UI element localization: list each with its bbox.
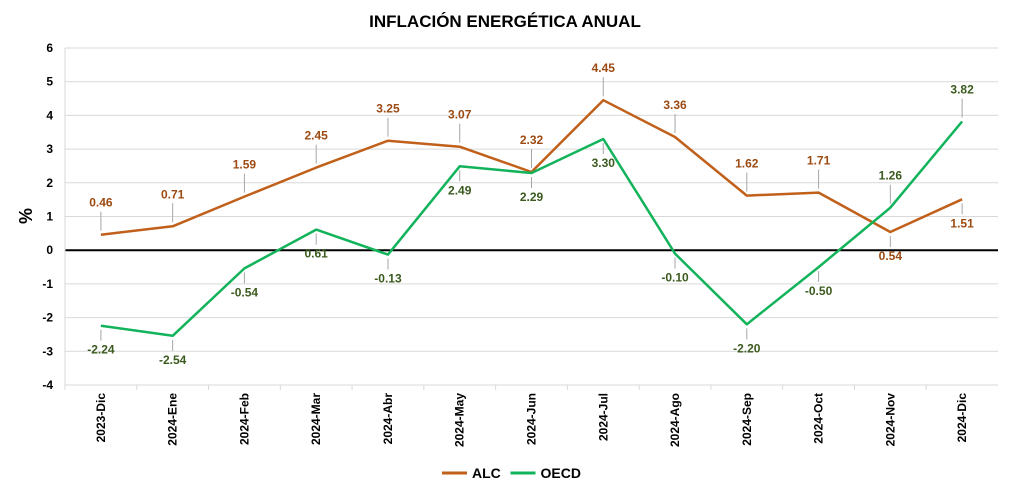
x-axis-ticks: 2023-Dic 2024-Ene 2024-Feb 2024-Mar 2024-Abr…	[64, 385, 969, 447]
data-label-alc: 4.45	[592, 61, 616, 75]
data-label-alc: 1.71	[807, 154, 831, 168]
y-tick-label: -2	[42, 311, 53, 325]
data-label-alc: 3.36	[663, 98, 687, 112]
y-tick-label: 4	[46, 108, 53, 122]
x-tick-label: 2024-Mar	[309, 393, 323, 445]
y-tick-label: 5	[46, 75, 53, 89]
data-label-oecd: 1.26	[879, 169, 903, 183]
data-label-alc: 2.32	[520, 133, 544, 147]
data-label-alc: 1.51	[950, 216, 974, 230]
data-label-alc: 1.62	[735, 157, 759, 171]
legend: ALC OECD	[442, 465, 581, 481]
x-tick-label: 2024-Jun	[525, 393, 539, 445]
x-tick-label: 2024-Ene	[166, 393, 180, 446]
data-label-alc: 3.07	[448, 108, 472, 122]
data-label-oecd: 3.82	[950, 82, 974, 96]
data-label-oecd: 2.49	[448, 183, 472, 197]
y-tick-label: 0	[46, 243, 53, 257]
data-label-alc: 0.46	[89, 196, 113, 210]
data-label-oecd: -0.13	[374, 272, 402, 286]
x-tick-label: 2024-Feb	[237, 393, 251, 445]
y-tick-label: -4	[42, 378, 53, 392]
series-line-oecd	[100, 120, 964, 338]
y-tick-label: 6	[46, 41, 53, 55]
x-tick-label: 2024-Jul	[596, 393, 610, 441]
data-label-alc: 2.45	[305, 129, 329, 143]
data-label-oecd: -2.24	[87, 343, 115, 357]
data-label-oecd: 0.61	[305, 247, 329, 261]
y-tick-label: 1	[46, 210, 53, 224]
x-tick-label: 2024-Abr	[381, 393, 395, 445]
data-label-oecd: -0.10	[661, 271, 689, 285]
y-tick-label: 2	[46, 176, 53, 190]
x-tick-label: 2024-Dic	[955, 393, 969, 443]
y-tick-label: 3	[46, 142, 53, 156]
chart-title: INFLACIÓN ENERGÉTICA ANUAL	[369, 12, 641, 31]
legend-label-oecd: OECD	[541, 465, 581, 481]
series-lines	[100, 98, 964, 338]
data-label-oecd: -0.50	[805, 284, 833, 298]
data-label-alc: 0.71	[161, 187, 185, 201]
data-label-oecd: 2.29	[520, 190, 544, 204]
data-label-alc: 3.25	[376, 102, 400, 116]
data-label-oecd: 3.30	[592, 156, 616, 170]
data-label-oecd: -2.54	[159, 353, 187, 367]
data-label-alc: 1.59	[233, 158, 257, 172]
y-axis-ticks: 6 5 4 3 2 1 0 -1 -2 -3 -4	[42, 41, 53, 392]
label-leader-lines	[100, 77, 963, 351]
data-labels: 0.46 -2.24 0.71 -2.54 1.59 -0.54 2.45 0.61 3.25 -…	[87, 61, 974, 367]
data-label-oecd: -2.20	[733, 341, 761, 355]
x-tick-label: 2024-Nov	[883, 393, 897, 447]
data-label-alc: 0.54	[879, 249, 903, 263]
x-tick-label: 2023-Dic	[94, 393, 108, 443]
legend-label-alc: ALC	[472, 465, 501, 481]
x-tick-label: 2024-May	[453, 393, 467, 447]
y-tick-label: -3	[42, 344, 53, 358]
y-tick-label: -1	[42, 277, 53, 291]
y-axis-label: %	[16, 208, 36, 224]
data-label-oecd: -0.54	[231, 285, 259, 299]
x-tick-label: 2024-Ago	[668, 393, 682, 447]
gridlines	[64, 47, 998, 386]
x-tick-label: 2024-Sep	[740, 393, 754, 446]
x-tick-label: 2024-Oct	[812, 393, 826, 444]
